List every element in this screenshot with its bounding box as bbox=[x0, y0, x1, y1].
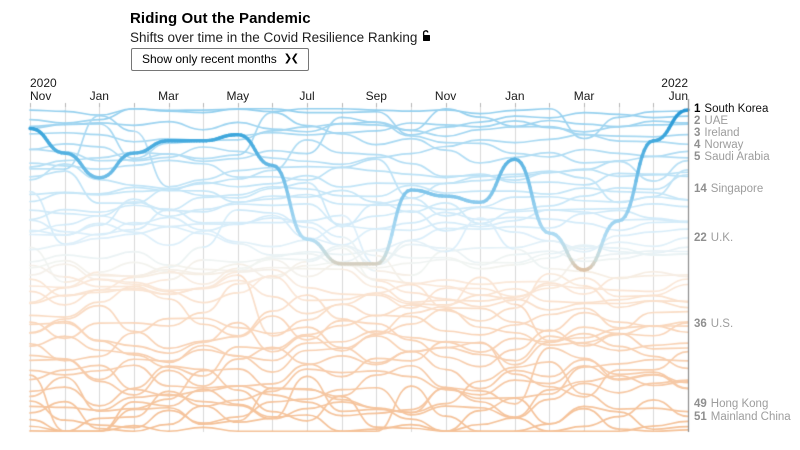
final-rank-country: South Korea bbox=[704, 103, 769, 115]
final-rank-country: UAE bbox=[704, 115, 729, 127]
x-axis-year-label: 2022 bbox=[661, 76, 688, 90]
final-rank-label: 14 Singapore bbox=[694, 183, 763, 195]
final-rank-number: 4 bbox=[694, 139, 701, 151]
final-rank-label: 49 Hong Kong bbox=[694, 398, 768, 410]
x-axis-label: Jan bbox=[505, 75, 524, 103]
x-axis-year-label: 2020 bbox=[30, 76, 57, 90]
final-rank-country: U.S. bbox=[710, 318, 734, 331]
final-rank-country: Hong Kong bbox=[710, 398, 769, 411]
x-axis-label: Jan bbox=[90, 75, 109, 103]
final-rank-number: 14 bbox=[694, 183, 707, 195]
final-rank-label: 1 South Korea bbox=[694, 103, 768, 115]
x-axis-month-label: Jan bbox=[505, 89, 525, 103]
final-rank-number: 1 bbox=[694, 103, 701, 115]
final-rank-label: 22 U.K. bbox=[694, 232, 733, 244]
final-rank-country: U.K. bbox=[710, 232, 734, 245]
x-axis-month-label: May bbox=[226, 89, 250, 103]
final-rank-number: 3 bbox=[694, 127, 701, 139]
x-axis-label: Mar bbox=[574, 75, 595, 103]
x-axis-month-label: Mar bbox=[573, 89, 595, 103]
final-rank-country: Ireland bbox=[704, 127, 740, 139]
x-axis-month-label: Sep bbox=[365, 89, 387, 103]
final-rank-country: Norway bbox=[704, 139, 744, 151]
x-axis-label: 2020 Nov bbox=[30, 75, 57, 103]
final-rank-number: 36 bbox=[694, 318, 707, 331]
final-rank-label: 5 Saudi Arabia bbox=[694, 151, 770, 163]
final-rank-number: 22 bbox=[694, 232, 707, 245]
final-rank-label: 3 Ireland bbox=[694, 127, 740, 139]
x-axis-month-label: Nov bbox=[30, 89, 52, 103]
final-rank-country: Singapore bbox=[710, 183, 764, 195]
final-rank-number: 2 bbox=[694, 115, 701, 127]
x-axis-label: 2022 Jun bbox=[661, 75, 688, 103]
x-axis-label: Jul bbox=[299, 75, 314, 103]
final-rank-label: 2 UAE bbox=[694, 115, 728, 127]
final-rank-number: 51 bbox=[694, 410, 707, 423]
x-axis-label: Mar bbox=[158, 75, 179, 103]
final-rank-label: 4 Norway bbox=[694, 139, 743, 151]
x-axis-month-label: Jul bbox=[299, 89, 315, 103]
final-rank-number: 49 bbox=[694, 398, 707, 411]
final-rank-country: Mainland China bbox=[710, 410, 791, 423]
x-axis-label: Nov bbox=[435, 75, 456, 103]
x-axis-month-label: Jun bbox=[668, 89, 688, 103]
final-rank-number: 5 bbox=[694, 151, 701, 163]
final-rank-label: 36 U.S. bbox=[694, 318, 733, 330]
x-axis-label: Sep bbox=[366, 75, 387, 103]
x-axis-month-label: Jan bbox=[89, 89, 109, 103]
x-axis-label: May bbox=[226, 75, 249, 103]
final-rank-label: 51 Mainland China bbox=[694, 411, 791, 423]
x-axis-month-label: Mar bbox=[158, 89, 179, 103]
final-rank-country: Saudi Arabia bbox=[704, 151, 770, 163]
x-axis-month-label: Nov bbox=[434, 89, 457, 103]
